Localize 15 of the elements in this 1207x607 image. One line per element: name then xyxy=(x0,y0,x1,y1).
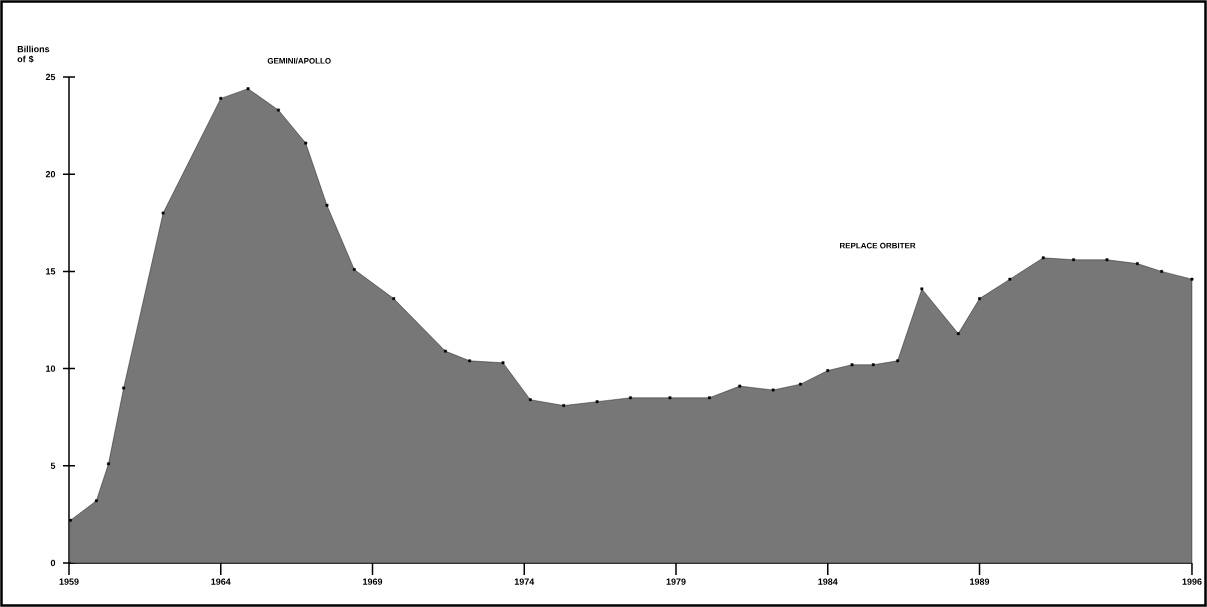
x-tick-label: 1974 xyxy=(514,578,535,585)
y-axis-title: Billions of $ xyxy=(17,45,50,63)
x-tick-label: 1964 xyxy=(211,578,231,585)
x-tick-label: 1989 xyxy=(970,578,990,585)
y-tick-label: 25 xyxy=(45,73,56,81)
y-tick-label: 15 xyxy=(46,268,56,275)
y-tick-label: 0 xyxy=(50,559,56,567)
x-tick-label: 1984 xyxy=(818,578,838,585)
x-tick-label: 1959 xyxy=(59,578,79,585)
y-tick-label: 10 xyxy=(46,365,56,372)
x-tick-label: 1996 xyxy=(1182,578,1202,585)
x-tick-label: 1979 xyxy=(666,578,686,585)
x-tick-label: 1969 xyxy=(363,578,383,585)
y-tick-label: 5 xyxy=(50,462,56,469)
y-tick-label: 20 xyxy=(45,171,56,178)
